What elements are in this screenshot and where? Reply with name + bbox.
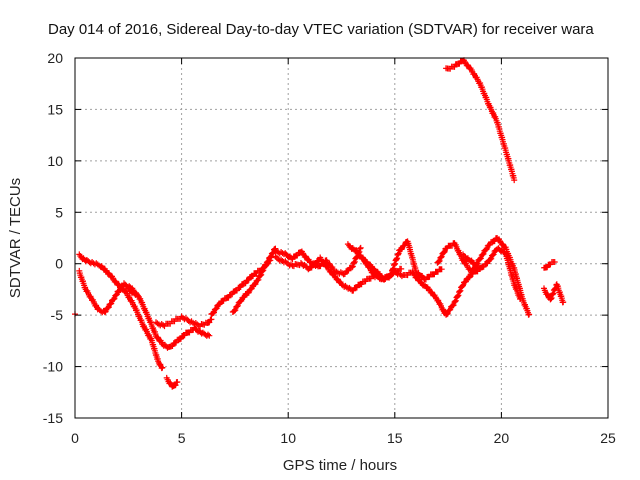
series-track-p xyxy=(541,281,567,306)
series-markers xyxy=(359,254,484,318)
series-track-a xyxy=(76,251,166,372)
plot-frame xyxy=(74,57,609,419)
series-markers xyxy=(153,313,215,330)
y-tick-label: -15 xyxy=(43,410,63,426)
y-tick-label: -5 xyxy=(51,307,64,323)
series-track-l xyxy=(434,235,533,318)
x-tick-label: 25 xyxy=(600,430,616,446)
series-markers xyxy=(229,245,279,315)
series-markers xyxy=(163,374,181,390)
y-tick-label: 5 xyxy=(55,204,63,220)
series-markers xyxy=(541,281,567,306)
series-markers xyxy=(460,245,524,302)
y-axis-label: SDTVAR / TECUs xyxy=(7,178,24,298)
data-points xyxy=(72,57,567,390)
series-track-e xyxy=(153,313,215,330)
series-markers xyxy=(76,267,140,316)
y-tick-label: 20 xyxy=(47,50,63,66)
x-tick-label: 0 xyxy=(71,430,79,446)
y-tick-label: -10 xyxy=(43,359,63,375)
x-tick-label: 20 xyxy=(494,430,510,446)
series-markers xyxy=(344,238,445,283)
series-markers xyxy=(125,285,213,351)
x-tick-label: 15 xyxy=(387,430,403,446)
series-track-j xyxy=(344,238,445,283)
grid-lines xyxy=(75,58,608,418)
chart-title: Day 014 of 2016, Sidereal Day-to-day VTE… xyxy=(48,21,594,38)
axis-ticks: 0 5 10 15 20 25 -15 -10 -5 0 5 10 15 20 xyxy=(43,50,616,446)
series-track-g xyxy=(229,245,279,315)
series-track-n xyxy=(443,57,518,184)
series-markers xyxy=(76,251,166,372)
series-markers xyxy=(434,235,533,318)
series-track-c xyxy=(163,374,181,390)
y-tick-label: 10 xyxy=(47,153,63,169)
series-track-m xyxy=(460,245,524,302)
y-tick-label: 0 xyxy=(55,256,63,272)
x-tick-label: 5 xyxy=(178,430,186,446)
series-track-d xyxy=(125,285,213,351)
y-tick-label: 15 xyxy=(47,101,63,117)
series-track-b xyxy=(76,267,140,316)
x-tick-label: 10 xyxy=(280,430,296,446)
series-markers xyxy=(443,57,518,184)
series-markers xyxy=(541,259,558,271)
x-axis-label: GPS time / hours xyxy=(283,457,397,474)
series-track-k xyxy=(359,254,484,318)
series-track-o xyxy=(541,259,558,271)
